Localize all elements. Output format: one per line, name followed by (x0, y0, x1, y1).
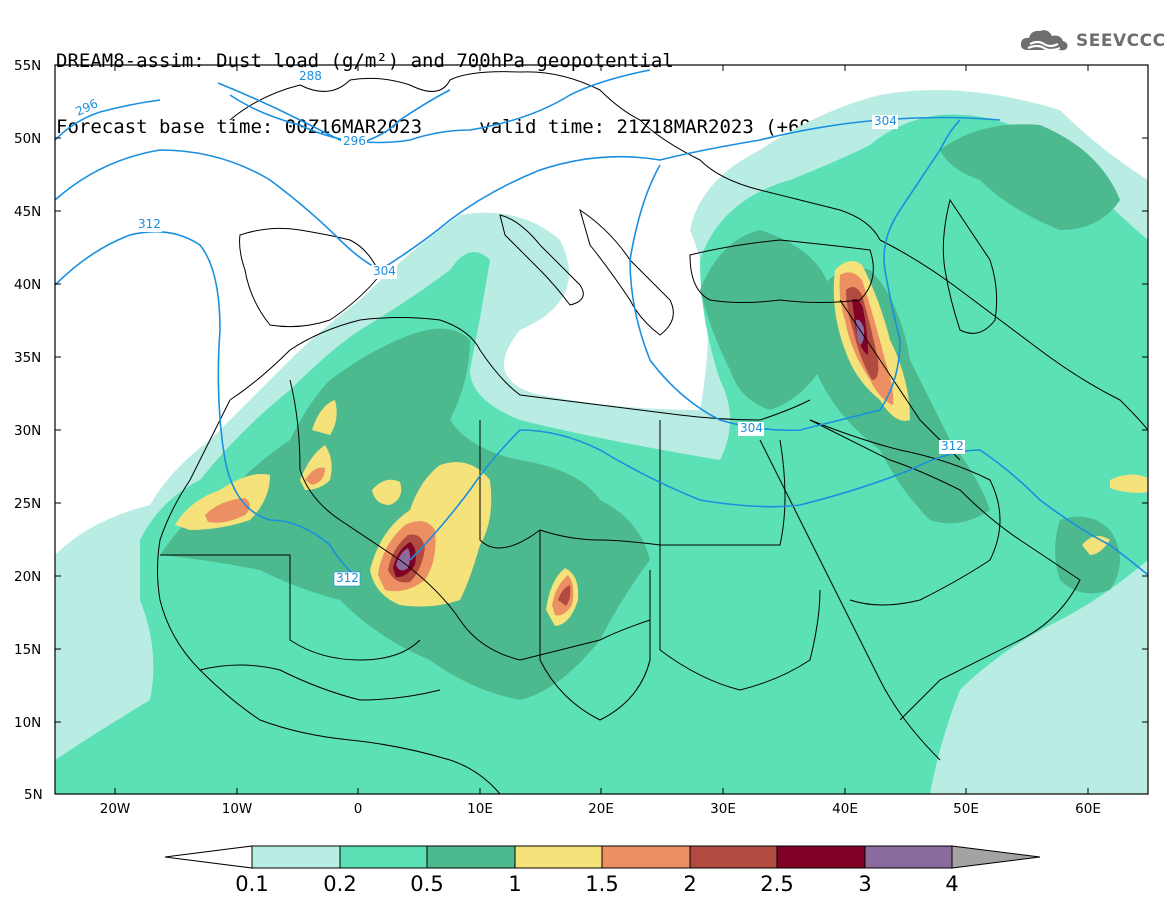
lat-label: 30N (14, 423, 41, 439)
colorbar-box (864, 845, 953, 869)
colorbar-label: 4 (945, 872, 958, 896)
colorbar-box (601, 845, 691, 869)
colorbar-box (776, 845, 866, 869)
logo-text: SEEVCCC (1076, 31, 1165, 51)
dust-region-3 (856, 319, 865, 345)
dust-region-0.5 (940, 124, 1120, 230)
coastline-caspian (942, 198, 998, 334)
dust-region-1 (312, 400, 337, 435)
lat-label: 35N (14, 350, 41, 366)
lon-label: 20E (588, 801, 614, 817)
title-line: DREAM8-assim: Dust load (g/m²) and 700hP… (56, 50, 674, 72)
contour-label: 304 (373, 264, 396, 278)
base-time: Forecast base time: 00Z16MAR2023 (56, 116, 423, 138)
contour-312-east (409, 429, 1148, 576)
contour-label: 304 (874, 114, 897, 128)
lon-label: 10W (222, 801, 253, 817)
border-west-africa (199, 664, 441, 701)
colorbar-box (514, 845, 603, 869)
contour-288 (217, 82, 451, 146)
colorbar-under-triangle (164, 845, 253, 869)
lat-label: 45N (14, 204, 41, 220)
colorbar-label: 1 (508, 872, 521, 896)
contour-296 (55, 99, 161, 141)
coastline-red-sea (759, 439, 941, 761)
dust-region-2 (558, 585, 571, 606)
colorbar-label: 0.1 (235, 872, 268, 896)
lat-label: 55N (14, 58, 41, 74)
contour-label: 312 (336, 571, 359, 585)
colorbar-label: 0.5 (410, 872, 443, 896)
map-header: DREAM8-assim: Dust load (g/m²) and 700hP… (56, 6, 822, 160)
dust-region-1 (372, 479, 402, 505)
contour-label: 304 (740, 421, 763, 435)
lon-axis: 20W 10W 0 10E 20E 30E 40E 50E 60E (100, 65, 1101, 817)
dust-region-0.5 (700, 230, 834, 410)
contour-label: 312 (941, 439, 964, 453)
coastline-iberia (239, 227, 381, 328)
time-line: Forecast base time: 00Z16MAR2023 valid t… (56, 116, 822, 138)
coastline-balkans (579, 208, 674, 336)
contour-312-west (55, 230, 361, 579)
contour-label: 312 (138, 217, 161, 231)
contour-296-b (229, 69, 651, 144)
dust-region-1.5 (305, 467, 325, 485)
lon-label: 10E (467, 801, 493, 817)
contour-label-group: 296 288 296 304 304 312 312 312 304 (71, 69, 965, 587)
contour-label: 288 (299, 69, 322, 83)
lon-label: 30E (710, 801, 736, 817)
lat-axis: 55N 50N 45N 40N 35N 30N 25N 20N 15N 10N … (14, 58, 1148, 803)
dust-region-1 (1110, 474, 1148, 493)
colorbar-box (339, 845, 428, 869)
lat-label: 20N (14, 569, 41, 585)
lat-label: 25N (14, 496, 41, 512)
contour-label: 296 (343, 134, 366, 148)
lon-label: 50E (953, 801, 979, 817)
lat-label: 5N (24, 787, 43, 803)
seevccc-logo: SEEVCCC (1018, 26, 1165, 56)
lon-label: 40E (832, 801, 858, 817)
colorbar-label: 2 (683, 872, 696, 896)
contour-304-west (55, 116, 1001, 271)
coastline-arabia (809, 419, 1081, 721)
colorbar-over-triangle (951, 845, 1041, 869)
border-iraq (839, 299, 961, 461)
colorbar-label: 1.5 (585, 872, 618, 896)
geopotential-contours (55, 69, 1148, 579)
cloud-icon (1020, 30, 1068, 52)
border-niger (399, 559, 651, 661)
border-libya (479, 420, 661, 549)
lat-label: 40N (14, 277, 41, 293)
lat-label: 10N (14, 715, 41, 731)
colorbar-box (689, 845, 778, 869)
lat-label: 15N (14, 642, 41, 658)
coastline-anatolia (689, 239, 874, 303)
lat-label: 50N (14, 131, 41, 147)
lon-label: 60E (1075, 801, 1101, 817)
border-saudi (809, 419, 1001, 606)
dust-region-1.5 (205, 498, 250, 523)
dust-field (55, 90, 1148, 794)
colorbar-label: 2.5 (760, 872, 793, 896)
dust-region-1 (175, 474, 270, 530)
coastline-europe (229, 71, 881, 241)
colorbar-label: 3 (858, 872, 871, 896)
colorbar-box (251, 845, 341, 869)
border-algeria (289, 379, 401, 561)
colorbar: 0.1 0.2 0.5 1 1.5 2 2.5 3 4 (164, 845, 1041, 896)
coastline-italy (499, 214, 584, 306)
colorbar-box (426, 845, 516, 869)
colorbar-label: 0.2 (323, 872, 356, 896)
contour-304-east (629, 119, 961, 432)
lon-label: 0 (354, 801, 363, 817)
border-iran (879, 239, 1148, 431)
border-sudan (659, 545, 821, 691)
lon-label: 20W (100, 801, 131, 817)
border-chad (539, 530, 651, 721)
border-mali (160, 554, 421, 661)
